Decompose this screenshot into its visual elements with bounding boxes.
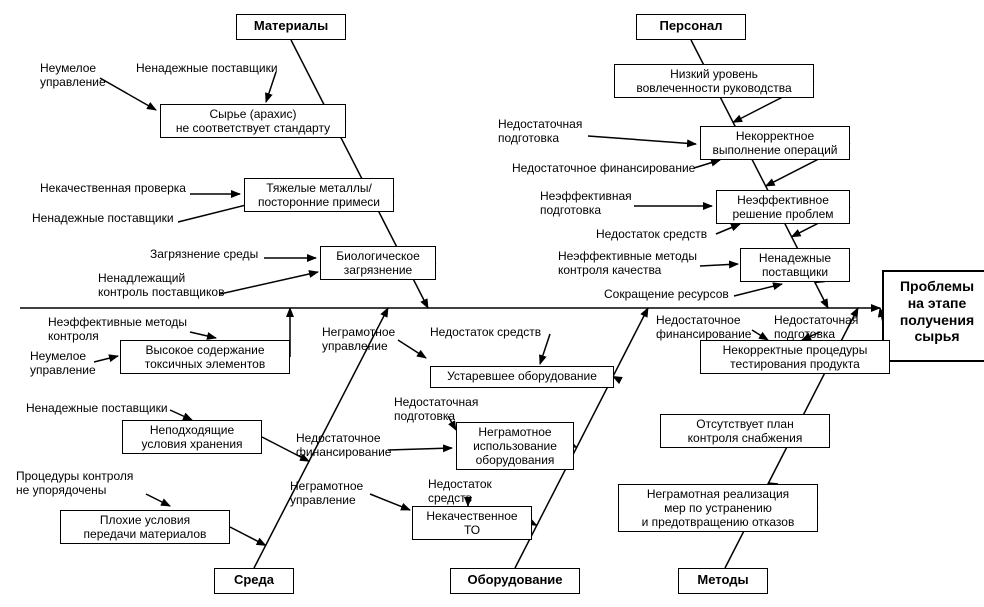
cause-label-l11: Неэффективные методыконтроля качества (558, 250, 697, 278)
category-equipment: Оборудование (450, 568, 580, 594)
cause-label-l24: Недостаточнаяподготовка (774, 314, 858, 342)
fishbone-diagram: Проблемы на этапе получения сырья Матери… (0, 0, 984, 607)
cause-box-b8: Высокое содержаниетоксичных элементов (120, 340, 290, 374)
cause-label-l17: Неграмотноеуправление (322, 326, 395, 354)
cause-box-b1: Сырье (арахис)не соответствует стандарту (160, 104, 346, 138)
cause-label-l15: Ненадежные поставщики (26, 402, 168, 416)
cause-label-l1: Неумелоеуправление (40, 62, 106, 90)
category-personnel: Персонал (636, 14, 746, 40)
cause-label-l23: Недостаточноефинансирование (656, 314, 751, 342)
cause-label-l4: Ненадежные поставщики (32, 212, 174, 226)
cause-label-l8: Недостаточное финансирование (512, 162, 695, 176)
effect-head-box: Проблемы на этапе получения сырья (882, 270, 984, 362)
cause-label-l7: Недостаточнаяподготовка (498, 118, 582, 146)
cause-box-b14: Некорректные процедурытестирования проду… (700, 340, 890, 374)
cause-box-b6: Неэффективноерешение проблем (716, 190, 850, 224)
cause-box-b10: Плохие условияпередачи материалов (60, 510, 230, 544)
cause-box-b3: Биологическоезагрязнение (320, 246, 436, 280)
cause-box-b12: Неграмотноеиспользованиеоборудования (456, 422, 574, 470)
category-environment: Среда (214, 568, 294, 594)
cause-box-b9: Неподходящиеусловия хранения (122, 420, 262, 454)
cause-label-l9: Неэффективнаяподготовка (540, 190, 632, 218)
cause-label-l14: Неумелоеуправление (30, 350, 96, 378)
category-methods: Методы (678, 568, 768, 594)
cause-box-b11: Устаревшее оборудование (430, 366, 614, 388)
category-materials: Материалы (236, 14, 346, 40)
cause-label-l16: Процедуры контроляне упорядочены (16, 470, 133, 498)
cause-box-b2: Тяжелые металлы/посторонние примеси (244, 178, 394, 212)
cause-box-b15: Отсутствует планконтроля снабжения (660, 414, 830, 448)
cause-label-l12: Сокращение ресурсов (604, 288, 729, 302)
cause-box-b7: Ненадежныепоставщики (740, 248, 850, 282)
cause-label-l21: Неграмотноеуправление (290, 480, 363, 508)
cause-label-l3: Некачественная проверка (40, 182, 186, 196)
cause-label-l19: Недостаточнаяподготовка (394, 396, 478, 424)
cause-box-b13: НекачественноеТО (412, 506, 532, 540)
cause-box-b4: Низкий уровеньвовлеченности руководства (614, 64, 814, 98)
cause-label-l6: Ненадлежащийконтроль поставщиков (98, 272, 224, 300)
cause-box-b16: Неграмотная реализациямер по устранениюи… (618, 484, 818, 532)
cause-box-b5: Некорректноевыполнение операций (700, 126, 850, 160)
cause-label-l18: Недостаток средств (430, 326, 541, 340)
cause-label-l10: Недостаток средств (596, 228, 707, 242)
cause-label-l13: Неэффективные методыконтроля (48, 316, 187, 344)
cause-label-l22: Недостатоксредств (428, 478, 492, 506)
cause-label-l20: Недостаточноефинансирование (296, 432, 391, 460)
cause-label-l5: Загрязнение среды (150, 248, 258, 262)
cause-label-l2: Ненадежные поставщики (136, 62, 278, 76)
